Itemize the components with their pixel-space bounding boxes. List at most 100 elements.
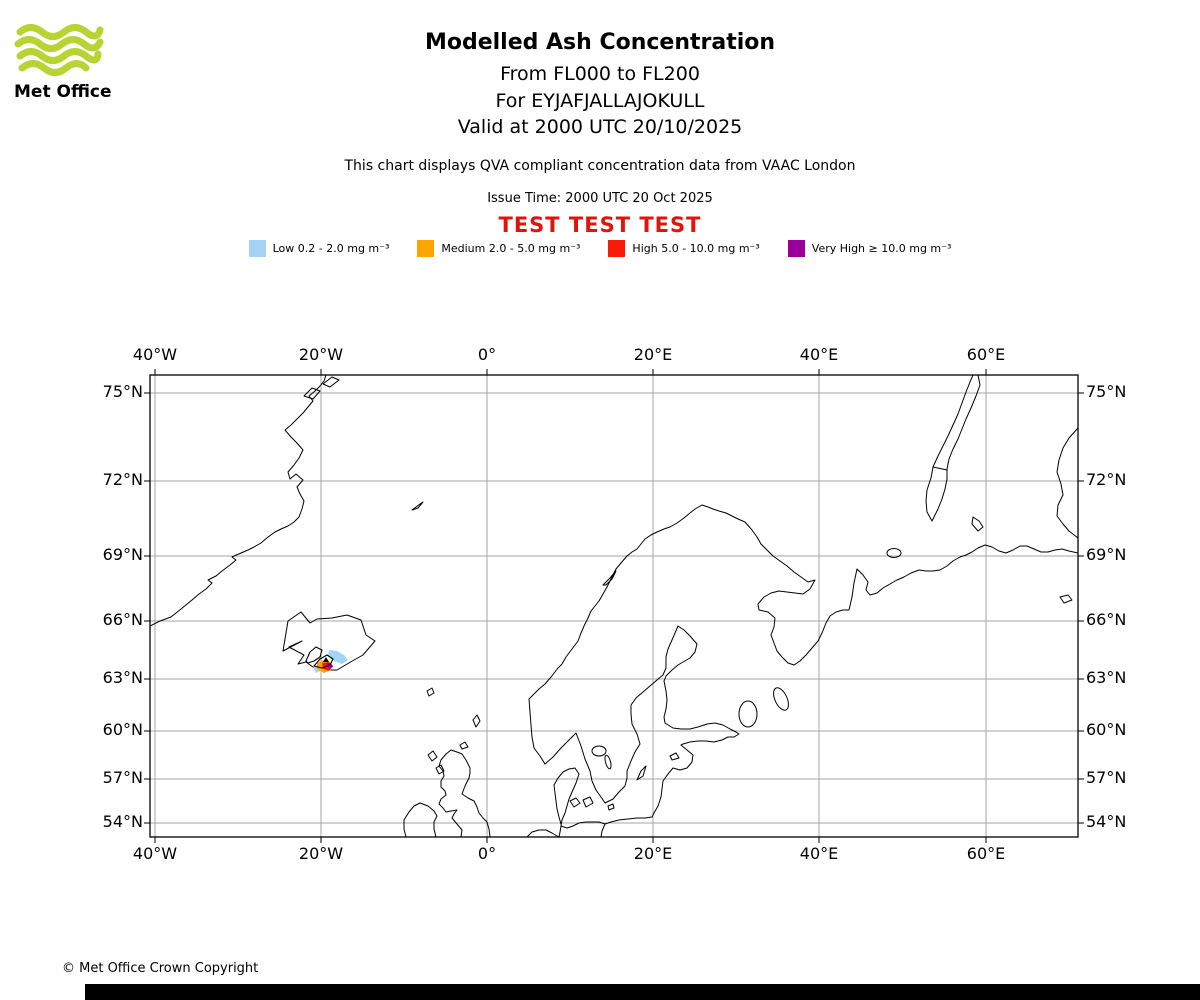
coastline-yamal	[1056, 427, 1078, 539]
coastline-iceland	[282, 611, 376, 671]
coastline-danish-islands	[582, 796, 594, 808]
x-tick-bottom: 40°E	[799, 844, 839, 863]
legend-label-medium: Medium 2.0 - 5.0 mg m⁻³	[441, 242, 581, 255]
legend: Low 0.2 - 2.0 mg m⁻³ Medium 2.0 - 5.0 mg…	[0, 240, 1200, 257]
legend-item-low: Low 0.2 - 2.0 mg m⁻³	[248, 240, 390, 257]
ash-contour	[305, 646, 323, 664]
y-tick-right: 63°N	[1086, 668, 1127, 687]
x-tick-bottom: 40°W	[132, 844, 178, 863]
x-tick-bottom: 20°E	[633, 844, 673, 863]
met-office-logo: Met Office	[14, 24, 114, 102]
coastline-germany-poland	[560, 821, 606, 829]
y-tick-left: 75°N	[102, 382, 143, 401]
legend-swatch-very-high	[787, 240, 805, 257]
y-tick-left: 69°N	[102, 545, 143, 564]
copyright-text: © Met Office Crown Copyright	[62, 961, 259, 976]
y-tick-right: 57°N	[1086, 768, 1127, 787]
y-tick-left: 60°N	[102, 720, 143, 739]
bottom-bar	[85, 984, 1200, 1000]
coastlines	[150, 375, 1078, 837]
coastline-vaygach	[971, 516, 984, 532]
legend-item-medium: Medium 2.0 - 5.0 mg m⁻³	[417, 240, 580, 257]
x-tick-top: 60°E	[966, 345, 1006, 364]
y-tick-left: 63°N	[102, 668, 143, 687]
coastline-baltic	[544, 625, 740, 837]
coastline-jan-mayen	[411, 501, 424, 511]
ash-plume-overlay	[305, 646, 348, 673]
x-tick-top: 20°E	[633, 345, 673, 364]
y-tick-right: 72°N	[1086, 470, 1127, 489]
coastline-faroe	[426, 687, 435, 697]
page-title: Modelled Ash Concentration	[424, 30, 776, 55]
coastline-gotland	[636, 765, 647, 781]
ash-area-low	[328, 650, 348, 664]
issue-time: Issue Time: 2000 UTC 20 Oct 2025	[487, 191, 713, 206]
x-tick-top: 20°W	[298, 345, 344, 364]
coastline-hebrides	[427, 750, 438, 762]
legend-label-low: Low 0.2 - 2.0 mg m⁻³	[272, 242, 390, 255]
legend-label-high: High 5.0 - 10.0 mg m⁻³	[632, 242, 760, 255]
x-tick-bottom: 60°E	[966, 844, 1006, 863]
y-tick-right: 66°N	[1086, 610, 1127, 629]
coastline-norway-russia	[528, 504, 1078, 765]
grid-lines	[150, 375, 1078, 837]
logo-wave-4	[18, 60, 90, 76]
map-border	[149, 374, 1079, 838]
coastline-britain-east	[445, 749, 491, 837]
lake-vanern	[591, 745, 607, 757]
legend-swatch-medium	[417, 240, 435, 257]
legend-item-very-high: Very High ≥ 10.0 mg m⁻³	[787, 240, 952, 257]
coastline-kolguyev	[886, 548, 902, 558]
subtitle-valid-time: Valid at 2000 UTC 20/10/2025	[457, 116, 743, 138]
logo-wave-2	[14, 36, 104, 52]
logo-wave-3	[16, 48, 102, 64]
coastline-orkney	[459, 741, 469, 750]
y-tick-right: 75°N	[1086, 382, 1127, 401]
lake-ladoga	[738, 700, 758, 728]
subtitle-flight-levels: From FL000 to FL200	[500, 63, 700, 85]
coastline-greenland-island	[322, 376, 340, 388]
coastline-bornholm	[607, 803, 615, 811]
x-tick-bottom: 0°	[477, 844, 497, 863]
y-tick-right: 60°N	[1086, 720, 1127, 739]
met-office-wordmark: Met Office	[14, 82, 112, 102]
y-tick-right: 69°N	[1086, 545, 1127, 564]
ash-area-very-high	[326, 663, 333, 669]
coastline-hebrides	[435, 764, 445, 775]
lake-onega	[773, 687, 789, 711]
coastline-britain-west	[438, 753, 463, 837]
lake-vattern	[604, 754, 612, 770]
y-tick-left: 66°N	[102, 610, 143, 629]
x-tick-top: 0°	[477, 345, 497, 364]
ash-contour	[313, 654, 334, 669]
coastline-greenland	[150, 375, 327, 627]
legend-item-high: High 5.0 - 10.0 mg m⁻³	[608, 240, 760, 257]
coastline-lofoten	[602, 570, 617, 586]
qva-note: This chart displays QVA compliant concen…	[344, 158, 856, 174]
coastline-matochkin-strait	[932, 466, 948, 471]
coastline-greenland-island	[303, 387, 321, 400]
x-tick-bottom: 20°W	[298, 844, 344, 863]
coastline-shetland	[472, 714, 481, 728]
y-tick-left: 54°N	[102, 812, 143, 831]
coastline-ireland	[403, 802, 438, 837]
met-office-logo-waves	[14, 24, 104, 76]
logo-wave-1	[16, 24, 104, 40]
legend-label-very-high: Very High ≥ 10.0 mg m⁻³	[811, 242, 952, 255]
y-tick-left: 57°N	[102, 768, 143, 787]
legend-swatch-low	[248, 240, 266, 257]
coastline-estonian-islands	[669, 752, 680, 761]
legend-swatch-high	[608, 240, 626, 257]
x-tick-top: 40°E	[799, 345, 839, 364]
subtitle-volcano: For EYJAFJALLAJOKULL	[495, 90, 705, 112]
coastline-jutland-east	[553, 767, 580, 837]
coastline-danish-islands	[569, 797, 581, 808]
test-banner: TEST TEST TEST	[498, 213, 702, 237]
coastline-jutland-west	[553, 784, 562, 825]
coastline-netherlands-germany	[526, 829, 560, 837]
coastline-novaya-zemlya	[925, 375, 981, 522]
volcano-marker-icon	[323, 657, 329, 662]
coastline-small-islands	[1059, 594, 1073, 604]
